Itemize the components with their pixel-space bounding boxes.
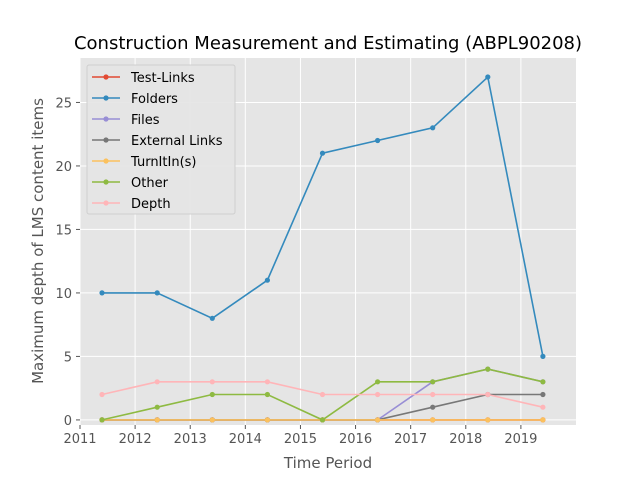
data-point-turnitin-s: [209, 417, 215, 423]
data-point-depth: [154, 379, 160, 385]
x-tick-label: 2017: [394, 432, 427, 447]
y-tick-label: 10: [55, 287, 72, 302]
data-point-other: [209, 391, 215, 398]
data-point-folders: [485, 74, 491, 80]
x-tick-label: 2018: [449, 432, 482, 447]
legend-label-test-links: Test-Links: [130, 71, 195, 86]
legend-label-other: Other: [131, 176, 169, 191]
legend-label-turnitin-s: TurnItIn(s): [130, 155, 196, 170]
legend-marker-test-links: [103, 74, 109, 80]
data-point-folders: [319, 150, 326, 156]
data-point-folders: [99, 290, 105, 296]
y-tick-label: 0: [64, 414, 72, 429]
data-point-turnitin-s: [375, 417, 381, 423]
data-point-turnitin-s: [154, 417, 160, 423]
data-point-other: [375, 379, 381, 385]
y-tick-label: 5: [64, 350, 72, 365]
x-axis-label: Time Period: [283, 454, 372, 472]
data-point-depth: [375, 391, 381, 398]
data-point-folders: [540, 353, 546, 359]
y-tick-label: 15: [55, 223, 72, 238]
y-tick-label: 25: [55, 96, 72, 111]
data-point-other: [154, 404, 160, 410]
data-point-depth: [319, 391, 326, 398]
data-point-turnitin-s: [540, 417, 546, 423]
data-point-depth: [430, 391, 436, 398]
x-tick-label: 2019: [504, 432, 537, 447]
data-point-other: [99, 417, 105, 423]
data-point-other: [540, 379, 546, 385]
x-tick-label: 2012: [119, 432, 152, 447]
y-axis-label: Maximum depth of LMS content items: [29, 98, 47, 384]
legend-marker-turnitin-s: [103, 158, 109, 164]
chart-title: Construction Measurement and Estimating …: [74, 33, 582, 54]
legend-marker-other: [103, 179, 109, 185]
data-point-other: [485, 366, 491, 372]
legend-label-external-links: External Links: [131, 134, 223, 149]
legend-marker-external-links: [103, 137, 109, 143]
data-point-folders: [154, 290, 160, 296]
legend-label-files: Files: [131, 113, 160, 128]
legend: Test-Links Folders Files External Links Turn…: [86, 64, 236, 215]
data-point-external-links: [540, 391, 546, 398]
data-point-other: [319, 417, 326, 423]
x-tick-label: 2014: [229, 432, 262, 447]
data-point-turnitin-s: [430, 417, 436, 423]
x-tick-label: 2011: [63, 432, 96, 447]
legend-marker-depth: [103, 200, 109, 206]
data-point-folders: [209, 315, 215, 321]
data-point-folders: [264, 277, 270, 283]
data-point-depth: [540, 404, 546, 410]
legend-marker-files: [103, 116, 109, 122]
series-lines: [99, 74, 546, 423]
data-point-external-links: [430, 404, 436, 410]
legend-marker-folders: [103, 95, 109, 101]
y-tick-labels: 0 5 10 15 20 25: [55, 96, 80, 429]
data-point-depth: [264, 379, 270, 385]
data-point-turnitin-s: [485, 417, 491, 423]
data-point-folders: [375, 137, 381, 144]
data-point-turnitin-s: [264, 417, 270, 423]
legend-box: [86, 64, 236, 215]
x-tick-label: 2015: [284, 432, 317, 447]
data-point-other: [264, 391, 270, 398]
y-tick-label: 20: [55, 160, 72, 175]
legend-label-folders: Folders: [131, 92, 178, 107]
data-point-other: [430, 379, 436, 385]
legend-label-depth: Depth: [131, 197, 171, 212]
x-tick-label: 2016: [339, 432, 372, 447]
data-point-folders: [430, 125, 436, 131]
data-point-depth: [209, 379, 215, 385]
x-tick-labels: 2011 2012 2013 2014 2015 2016 2017 2018 2019: [63, 425, 537, 447]
data-point-depth: [485, 391, 491, 398]
x-tick-label: 2013: [174, 432, 207, 447]
data-point-depth: [99, 391, 105, 398]
